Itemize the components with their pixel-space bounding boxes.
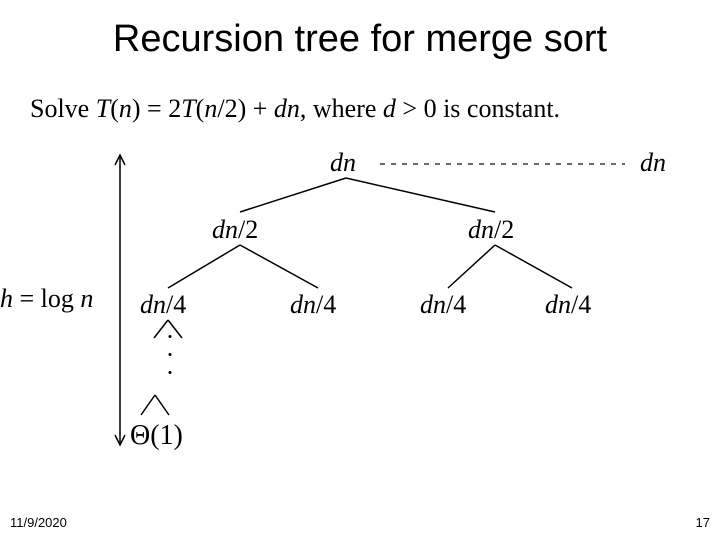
node-root: dn [330,148,356,178]
txt: ( [110,94,119,123]
edge-root-l2r [346,178,495,212]
sym-h: h [0,284,13,313]
dn: dn [420,290,446,319]
dn: dn [468,215,494,244]
txt: = log [13,284,80,313]
footer-date: 11/9/2020 [10,515,67,530]
node-l3-2: dn/4 [290,290,336,320]
row-sum-root: dn [640,148,666,178]
dn: dn [140,290,166,319]
div: /2 [238,215,258,244]
recurrence-equation: Solve T(n) = 2T(n/2) + dn, where d > 0 i… [30,94,560,124]
node-l3-1: dn/4 [140,290,186,320]
sym-n: n [204,94,217,123]
txt: /2) + [217,94,274,123]
label: dn [330,148,356,177]
node-leaf-theta: Θ(1) [130,420,183,452]
node-l3-4: dn/4 [545,290,591,320]
edge-root-l2l [240,178,346,212]
node-l2-right: dn/2 [468,215,514,245]
slide-title: Recursion tree for merge sort [0,18,720,61]
dn: dn [545,290,571,319]
sym-T: T [96,94,110,123]
div: /4 [571,290,591,319]
edge-l2r-l34 [495,245,572,288]
sym-n: n [80,284,93,313]
slide: { "title": "Recursion tree for merge sor… [0,0,720,540]
sym-n: n [119,94,132,123]
edge-dots-leaf-b [155,395,169,415]
div: /4 [316,290,336,319]
txt: ) = 2 [132,94,181,123]
node-l2-left: dn/2 [212,215,258,245]
tree-edges [0,0,720,540]
dn: dn [290,290,316,319]
height-label: h = log n [0,284,93,314]
node-l3-3: dn/4 [420,290,466,320]
edge-dots-leaf-a [141,395,155,415]
edge-l2r-l33 [448,245,495,288]
sym-d: d [383,94,396,123]
txt: Solve [30,94,96,123]
edge-l2l-l32 [240,245,318,288]
txt: > 0 is constant. [396,94,560,123]
dn: dn [212,215,238,244]
div: /4 [446,290,466,319]
footer-page-number: 17 [696,515,710,530]
height-arrow-top [115,155,125,165]
edge-l2l-l31 [168,245,240,288]
label: dn [640,148,666,177]
sym-T: T [181,94,195,123]
txt: , where [300,94,383,123]
div: /4 [166,290,186,319]
vertical-ellipsis [160,335,180,395]
sym-dn: dn [274,94,300,123]
height-arrow-bottom [115,435,125,445]
div: /2 [494,215,514,244]
